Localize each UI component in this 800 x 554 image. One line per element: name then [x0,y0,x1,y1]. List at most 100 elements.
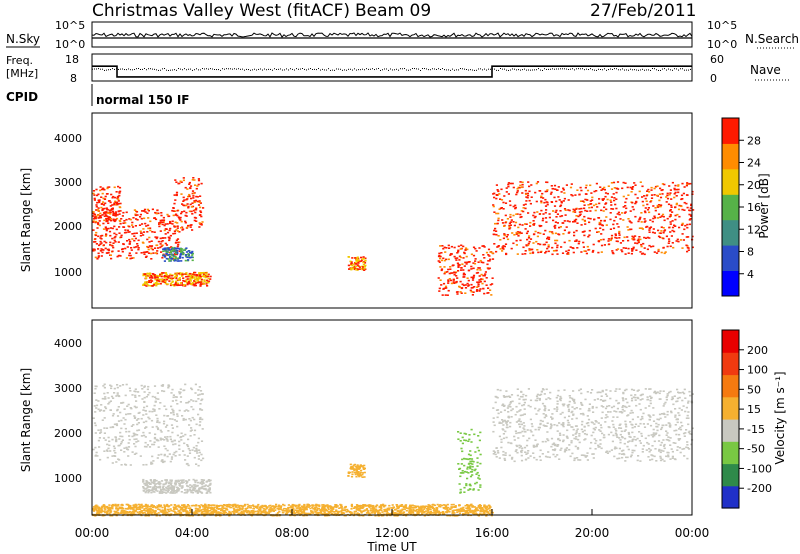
heatmap-cell [104,247,107,250]
heatmap-cell [158,505,161,508]
heatmap-cell [161,221,164,223]
heatmap-cell [356,465,359,467]
heatmap-cell [627,218,630,220]
heatmap-cell [316,504,319,506]
heatmap-cell [615,191,618,194]
heatmap-cell [113,202,116,205]
heatmap-cell [190,210,193,213]
heatmap-cell [172,413,175,416]
heatmap-cell [598,198,601,200]
heatmap-cell [97,400,100,402]
heatmap-cell [532,214,535,217]
heatmap-cell [149,227,152,229]
heatmap-cell [108,444,111,447]
heatmap-cell [198,275,201,278]
heatmap-cell [578,211,581,213]
heatmap-cell [192,192,195,195]
heatmap-cell [119,435,122,438]
heatmap-cell [667,203,671,206]
heatmap-cell [164,281,167,283]
nave-point [352,69,353,71]
heatmap-cell [131,226,135,228]
heatmap-cell [528,248,531,250]
heatmap-cell [174,504,177,506]
heatmap-cell [275,514,279,517]
heatmap-cell [136,429,139,432]
heatmap-cell [156,505,159,507]
heatmap-cell [106,392,109,394]
heatmap-cell [183,492,186,494]
heatmap-cell [527,194,530,197]
heatmap-cell [590,203,593,205]
heatmap-cell [165,272,168,275]
nsky-panel: 10^5 10^0 10^5 10^0 N.Sky N.Search [6,19,799,51]
heatmap-cell [377,513,380,515]
heatmap-cell [96,201,99,204]
heatmap-cell [118,194,121,197]
heatmap-cell [658,199,661,202]
heatmap-cell [375,506,378,508]
heatmap-cell [587,235,590,238]
heatmap-cell [657,250,660,253]
heatmap-cell [156,279,159,281]
heatmap-cell [406,513,409,515]
heatmap-cell [163,260,166,262]
nave-point [432,68,433,70]
nave-point [274,68,275,70]
heatmap-cell [156,486,159,489]
heatmap-cell [545,250,548,253]
heatmap-cell [608,243,611,245]
heatmap-cell [457,250,460,253]
heatmap-cell [297,511,300,513]
heatmap-cell [689,209,692,212]
heatmap-cell [567,209,570,211]
heatmap-cell [649,201,652,203]
heatmap-cell [142,231,146,233]
heatmap-cell [188,274,191,277]
heatmap-cell [454,509,457,511]
heatmap-cell [195,479,198,482]
heatmap-cell [107,248,110,251]
heatmap-cell [520,186,523,189]
heatmap-cell [478,267,481,269]
heatmap-cell [354,473,357,476]
heatmap-cell [163,254,166,257]
heatmap-cell [218,512,221,514]
heatmap-cell [142,251,145,254]
heatmap-cell [532,220,535,222]
heatmap-cell [589,184,592,187]
heatmap-cell [198,393,201,396]
heatmap-cell [177,279,180,281]
heatmap-cell [392,506,396,509]
heatmap-cell [248,512,251,515]
heatmap-cell [208,490,211,492]
nave-point [520,69,521,71]
heatmap-cell [423,510,426,513]
heatmap-cell [104,407,108,410]
heatmap-cell [456,262,459,265]
heatmap-cell [283,510,287,512]
heatmap-cell [132,257,135,259]
heatmap-cell [295,507,298,509]
heatmap-cell [164,248,167,251]
heatmap-cell [111,455,114,457]
heatmap-cell [146,281,149,283]
heatmap-cell [327,511,330,513]
heatmap-cell [198,274,201,276]
heatmap-cell [143,208,147,211]
heatmap-cell [160,245,163,248]
heatmap-cell [497,235,500,237]
heatmap-cell [97,235,100,238]
heatmap-cell [194,199,198,202]
heatmap-cell [165,481,168,483]
heatmap-cell [145,480,148,482]
heatmap-cell [192,195,195,197]
heatmap-cell [664,251,667,253]
heatmap-cell [174,283,177,285]
heatmap-cell [114,201,117,204]
nave-point [338,68,339,70]
heatmap-cell [157,283,160,285]
heatmap-cell [182,277,185,279]
heatmap-cell [199,390,203,392]
nave-point [580,68,581,70]
